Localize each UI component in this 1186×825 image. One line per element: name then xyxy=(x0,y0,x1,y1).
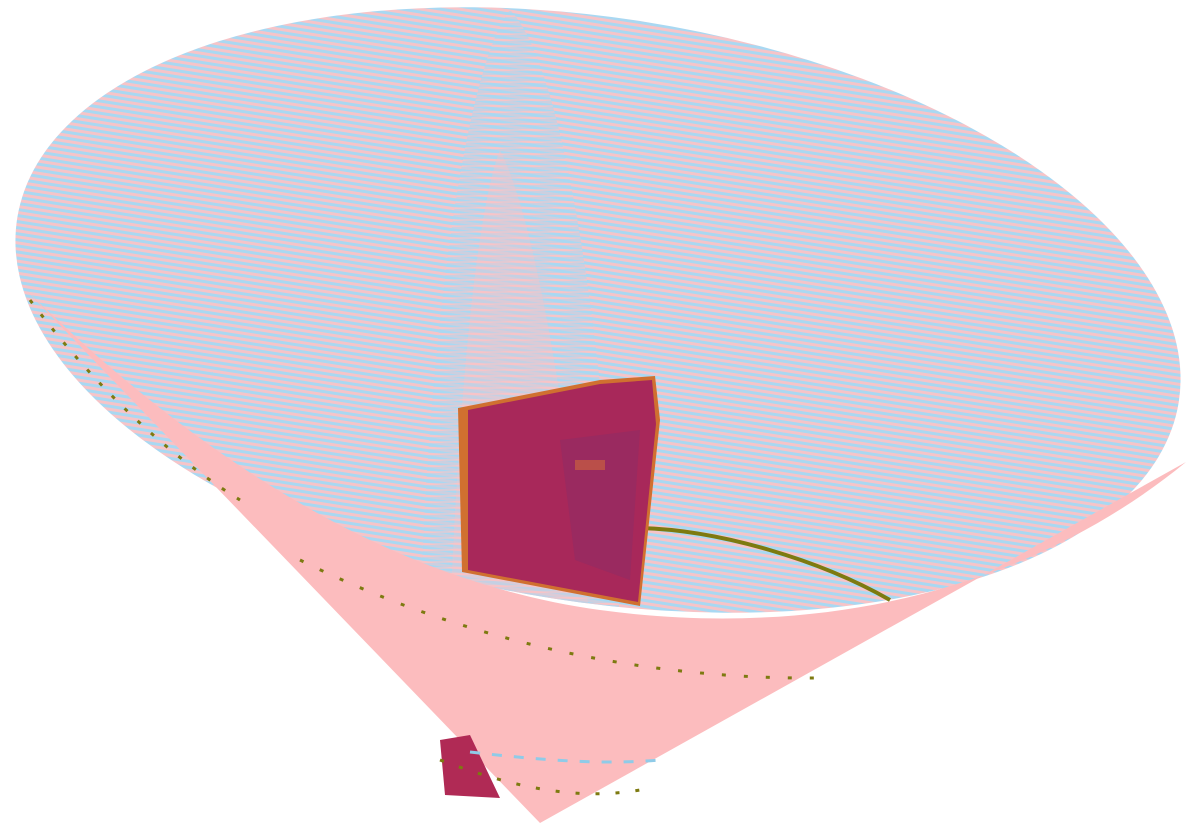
slab-spot xyxy=(575,460,605,470)
render-view xyxy=(0,0,1186,825)
